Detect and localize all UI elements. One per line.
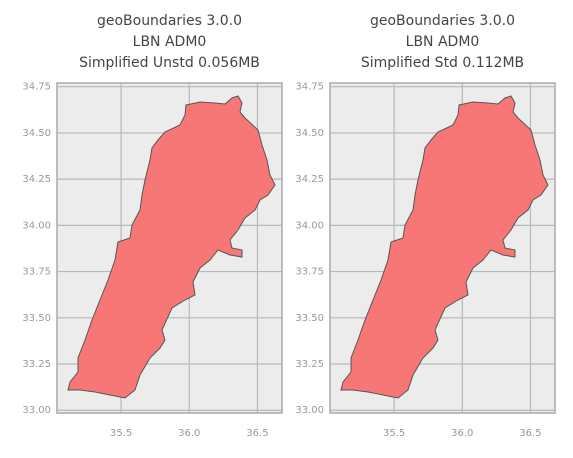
x-tick-label: 36.5 <box>519 428 541 439</box>
plot-frame <box>56 82 283 414</box>
chart-title: LBN ADM0 <box>406 34 480 50</box>
y-tick-label: 33.25 <box>22 359 51 370</box>
map-panel: geoBoundaries 3.0.0 LBN ADM0 Simplified St… <box>295 13 556 439</box>
map-panel: geoBoundaries 3.0.0 LBN ADM0 Simplified Un… <box>22 13 283 439</box>
chart-title: Simplified Unstd 0.056MB <box>79 55 260 71</box>
y-tick-label: 33.25 <box>295 359 324 370</box>
y-tick-label: 33.00 <box>295 405 324 416</box>
y-tick-label: 34.25 <box>295 174 324 185</box>
y-tick-label: 34.50 <box>295 128 324 139</box>
y-tick-label: 34.75 <box>295 82 324 93</box>
y-tick-label: 34.00 <box>22 220 51 231</box>
x-tick-label: 35.5 <box>110 428 132 439</box>
x-tick-label: 36.0 <box>178 428 200 439</box>
x-tick-label: 35.5 <box>383 428 405 439</box>
x-tick-label: 36.5 <box>246 428 268 439</box>
y-tick-label: 34.75 <box>22 82 51 93</box>
y-tick-label: 34.50 <box>22 128 51 139</box>
plot-frame <box>329 82 556 414</box>
y-tick-label: 34.25 <box>22 174 51 185</box>
y-tick-label: 34.00 <box>295 220 324 231</box>
chart-title: geoBoundaries 3.0.0 <box>97 13 242 29</box>
y-tick-label: 33.50 <box>22 313 51 324</box>
y-tick-label: 33.75 <box>295 267 324 278</box>
chart-title: geoBoundaries 3.0.0 <box>370 13 515 29</box>
chart-title: Simplified Std 0.112MB <box>361 55 524 71</box>
x-tick-label: 36.0 <box>451 428 473 439</box>
y-tick-label: 33.00 <box>22 405 51 416</box>
y-tick-label: 33.50 <box>295 313 324 324</box>
y-tick-label: 33.75 <box>22 267 51 278</box>
chart-title: LBN ADM0 <box>133 34 207 50</box>
